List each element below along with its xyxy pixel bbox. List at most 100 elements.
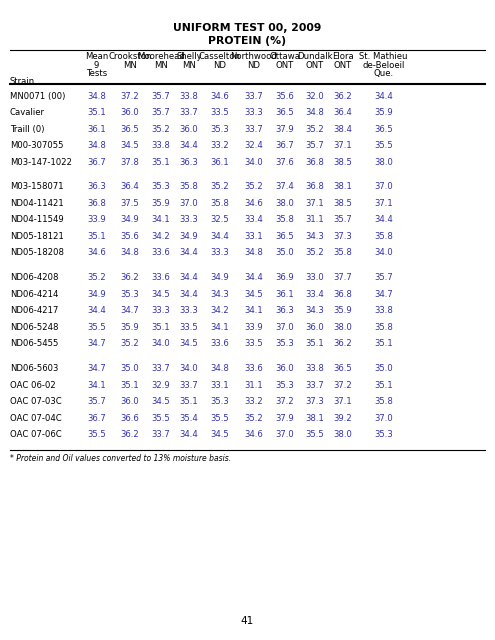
Text: 35.0: 35.0 bbox=[275, 248, 294, 257]
Text: 36.3: 36.3 bbox=[87, 182, 106, 191]
Text: 34.7: 34.7 bbox=[120, 307, 139, 316]
Text: Cavalier: Cavalier bbox=[10, 108, 45, 117]
Text: 35.1: 35.1 bbox=[180, 397, 198, 406]
Text: 34.2: 34.2 bbox=[210, 307, 229, 316]
Text: OAC 07-06C: OAC 07-06C bbox=[10, 430, 62, 439]
Text: Ottawa: Ottawa bbox=[269, 52, 300, 61]
Text: 36.0: 36.0 bbox=[120, 108, 139, 117]
Text: 34.4: 34.4 bbox=[87, 307, 106, 316]
Text: 35.2: 35.2 bbox=[305, 248, 324, 257]
Text: 36.2: 36.2 bbox=[120, 430, 139, 439]
Text: OAC 07-04C: OAC 07-04C bbox=[10, 413, 62, 422]
Text: PROTEIN (%): PROTEIN (%) bbox=[208, 36, 287, 46]
Text: 38.0: 38.0 bbox=[334, 323, 352, 332]
Text: 34.8: 34.8 bbox=[87, 141, 106, 150]
Text: 35.8: 35.8 bbox=[275, 216, 294, 225]
Text: 36.2: 36.2 bbox=[120, 273, 139, 282]
Text: 35.2: 35.2 bbox=[120, 339, 139, 348]
Text: 32.5: 32.5 bbox=[210, 216, 229, 225]
Text: 34.4: 34.4 bbox=[180, 290, 198, 299]
Text: 34.3: 34.3 bbox=[305, 307, 324, 316]
Text: 33.2: 33.2 bbox=[245, 397, 263, 406]
Text: 35.9: 35.9 bbox=[120, 323, 139, 332]
Text: 33.5: 33.5 bbox=[245, 339, 263, 348]
Text: 37.1: 37.1 bbox=[334, 397, 352, 406]
Text: 33.6: 33.6 bbox=[151, 273, 170, 282]
Text: 33.6: 33.6 bbox=[245, 364, 263, 373]
Text: 35.2: 35.2 bbox=[305, 125, 324, 134]
Text: 37.7: 37.7 bbox=[334, 273, 352, 282]
Text: 33.6: 33.6 bbox=[151, 248, 170, 257]
Text: 33.3: 33.3 bbox=[210, 248, 229, 257]
Text: Crookston: Crookston bbox=[108, 52, 151, 61]
Text: 35.9: 35.9 bbox=[334, 307, 352, 316]
Text: 38.4: 38.4 bbox=[334, 125, 352, 134]
Text: 35.7: 35.7 bbox=[334, 216, 352, 225]
Text: 36.2: 36.2 bbox=[334, 339, 352, 348]
Text: 35.5: 35.5 bbox=[374, 141, 393, 150]
Text: 35.3: 35.3 bbox=[275, 381, 294, 390]
Text: ND06-4208: ND06-4208 bbox=[10, 273, 58, 282]
Text: 34.2: 34.2 bbox=[151, 232, 170, 241]
Text: 34.9: 34.9 bbox=[87, 290, 106, 299]
Text: 36.6: 36.6 bbox=[120, 413, 139, 422]
Text: Moorehead: Moorehead bbox=[137, 52, 185, 61]
Text: 34.5: 34.5 bbox=[120, 141, 139, 150]
Text: 33.1: 33.1 bbox=[245, 232, 263, 241]
Text: 36.5: 36.5 bbox=[374, 125, 393, 134]
Text: 35.7: 35.7 bbox=[151, 108, 170, 117]
Text: 34.4: 34.4 bbox=[245, 273, 263, 282]
Text: 36.4: 36.4 bbox=[334, 108, 352, 117]
Text: 37.9: 37.9 bbox=[275, 413, 294, 422]
Text: 35.1: 35.1 bbox=[305, 339, 324, 348]
Text: 34.5: 34.5 bbox=[180, 339, 198, 348]
Text: 33.3: 33.3 bbox=[245, 108, 263, 117]
Text: MN0071 (00): MN0071 (00) bbox=[10, 92, 65, 100]
Text: 34.4: 34.4 bbox=[210, 232, 229, 241]
Text: 37.1: 37.1 bbox=[334, 141, 352, 150]
Text: 33.3: 33.3 bbox=[180, 307, 198, 316]
Text: 36.1: 36.1 bbox=[87, 125, 106, 134]
Text: MN: MN bbox=[154, 61, 168, 70]
Text: 36.1: 36.1 bbox=[275, 290, 294, 299]
Text: 35.1: 35.1 bbox=[87, 108, 106, 117]
Text: 36.7: 36.7 bbox=[87, 157, 106, 166]
Text: 34.3: 34.3 bbox=[210, 290, 229, 299]
Text: 38.0: 38.0 bbox=[275, 199, 294, 208]
Text: 36.0: 36.0 bbox=[305, 323, 324, 332]
Text: Que.: Que. bbox=[374, 69, 394, 78]
Text: 36.5: 36.5 bbox=[275, 108, 294, 117]
Text: 35.1: 35.1 bbox=[151, 157, 170, 166]
Text: 34.4: 34.4 bbox=[374, 92, 393, 100]
Text: Shelly: Shelly bbox=[176, 52, 202, 61]
Text: 33.2: 33.2 bbox=[210, 141, 229, 150]
Text: 35.5: 35.5 bbox=[305, 430, 324, 439]
Text: 35.4: 35.4 bbox=[180, 413, 198, 422]
Text: M00-307055: M00-307055 bbox=[10, 141, 63, 150]
Text: M03-147-1022: M03-147-1022 bbox=[10, 157, 72, 166]
Text: 35.8: 35.8 bbox=[334, 248, 352, 257]
Text: ND06-5603: ND06-5603 bbox=[10, 364, 58, 373]
Text: 33.1: 33.1 bbox=[210, 381, 229, 390]
Text: 36.7: 36.7 bbox=[275, 141, 294, 150]
Text: 36.9: 36.9 bbox=[275, 273, 294, 282]
Text: 33.7: 33.7 bbox=[245, 125, 263, 134]
Text: 33.3: 33.3 bbox=[151, 307, 170, 316]
Text: 33.5: 33.5 bbox=[180, 323, 198, 332]
Text: 34.8: 34.8 bbox=[87, 92, 106, 100]
Text: 34.6: 34.6 bbox=[210, 92, 229, 100]
Text: 35.6: 35.6 bbox=[120, 232, 139, 241]
Text: 39.2: 39.2 bbox=[334, 413, 352, 422]
Text: 37.3: 37.3 bbox=[305, 397, 324, 406]
Text: 37.1: 37.1 bbox=[305, 199, 324, 208]
Text: 34.4: 34.4 bbox=[180, 430, 198, 439]
Text: 38.0: 38.0 bbox=[334, 430, 352, 439]
Text: * Protein and Oil values converted to 13% moisture basis.: * Protein and Oil values converted to 13… bbox=[10, 454, 231, 463]
Text: 35.2: 35.2 bbox=[151, 125, 170, 134]
Text: ND: ND bbox=[213, 61, 226, 70]
Text: 34.4: 34.4 bbox=[180, 273, 198, 282]
Text: 34.8: 34.8 bbox=[245, 248, 263, 257]
Text: ND06-4214: ND06-4214 bbox=[10, 290, 58, 299]
Text: Casselton: Casselton bbox=[199, 52, 241, 61]
Text: 35.5: 35.5 bbox=[87, 430, 106, 439]
